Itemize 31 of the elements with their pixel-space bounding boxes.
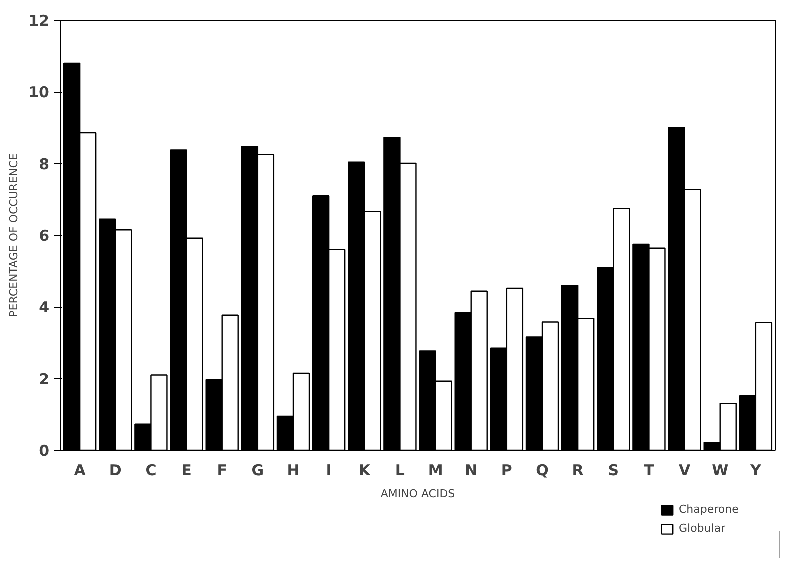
x-tick-label: G [252, 462, 264, 480]
y-tick-label: 10 [28, 84, 50, 102]
y-tick-label: 8 [39, 155, 50, 174]
y-tick-label: 0 [39, 442, 50, 460]
x-tick-label: M [428, 462, 444, 480]
x-tick-label: C [146, 462, 157, 480]
legend-label: Globular [679, 522, 726, 535]
x-tick-label: W [712, 462, 730, 480]
x-tick-label: P [501, 462, 512, 480]
x-tick-label: Q [536, 462, 549, 480]
x-tick-label: V [678, 462, 691, 480]
x-tick-label: H [287, 462, 300, 480]
x-tick-label: S [608, 462, 620, 480]
x-tick-label: I [326, 462, 332, 480]
y-axis-title: PERCENTAGE OF OCCURENCE [8, 154, 21, 318]
y-tick-label: 12 [28, 12, 50, 30]
legend-label: Chaperone [679, 503, 739, 516]
y-tick-label: 4 [39, 298, 50, 317]
x-axis-title: AMINO ACIDS [380, 488, 456, 500]
y-tick-label: 6 [39, 227, 50, 245]
x-tick-label: F [217, 462, 228, 480]
x-tick-label: Y [750, 462, 763, 480]
x-tick-label: R [572, 462, 584, 480]
y-tick-label: 2 [39, 370, 50, 388]
x-tick-label: K [358, 462, 372, 480]
x-tick-label: A [74, 462, 86, 480]
x-tick-label: D [109, 462, 122, 480]
x-tick-label: T [644, 462, 656, 480]
x-tick-label: L [395, 462, 406, 480]
x-tick-label: N [465, 462, 478, 480]
x-tick-label: E [182, 462, 192, 480]
